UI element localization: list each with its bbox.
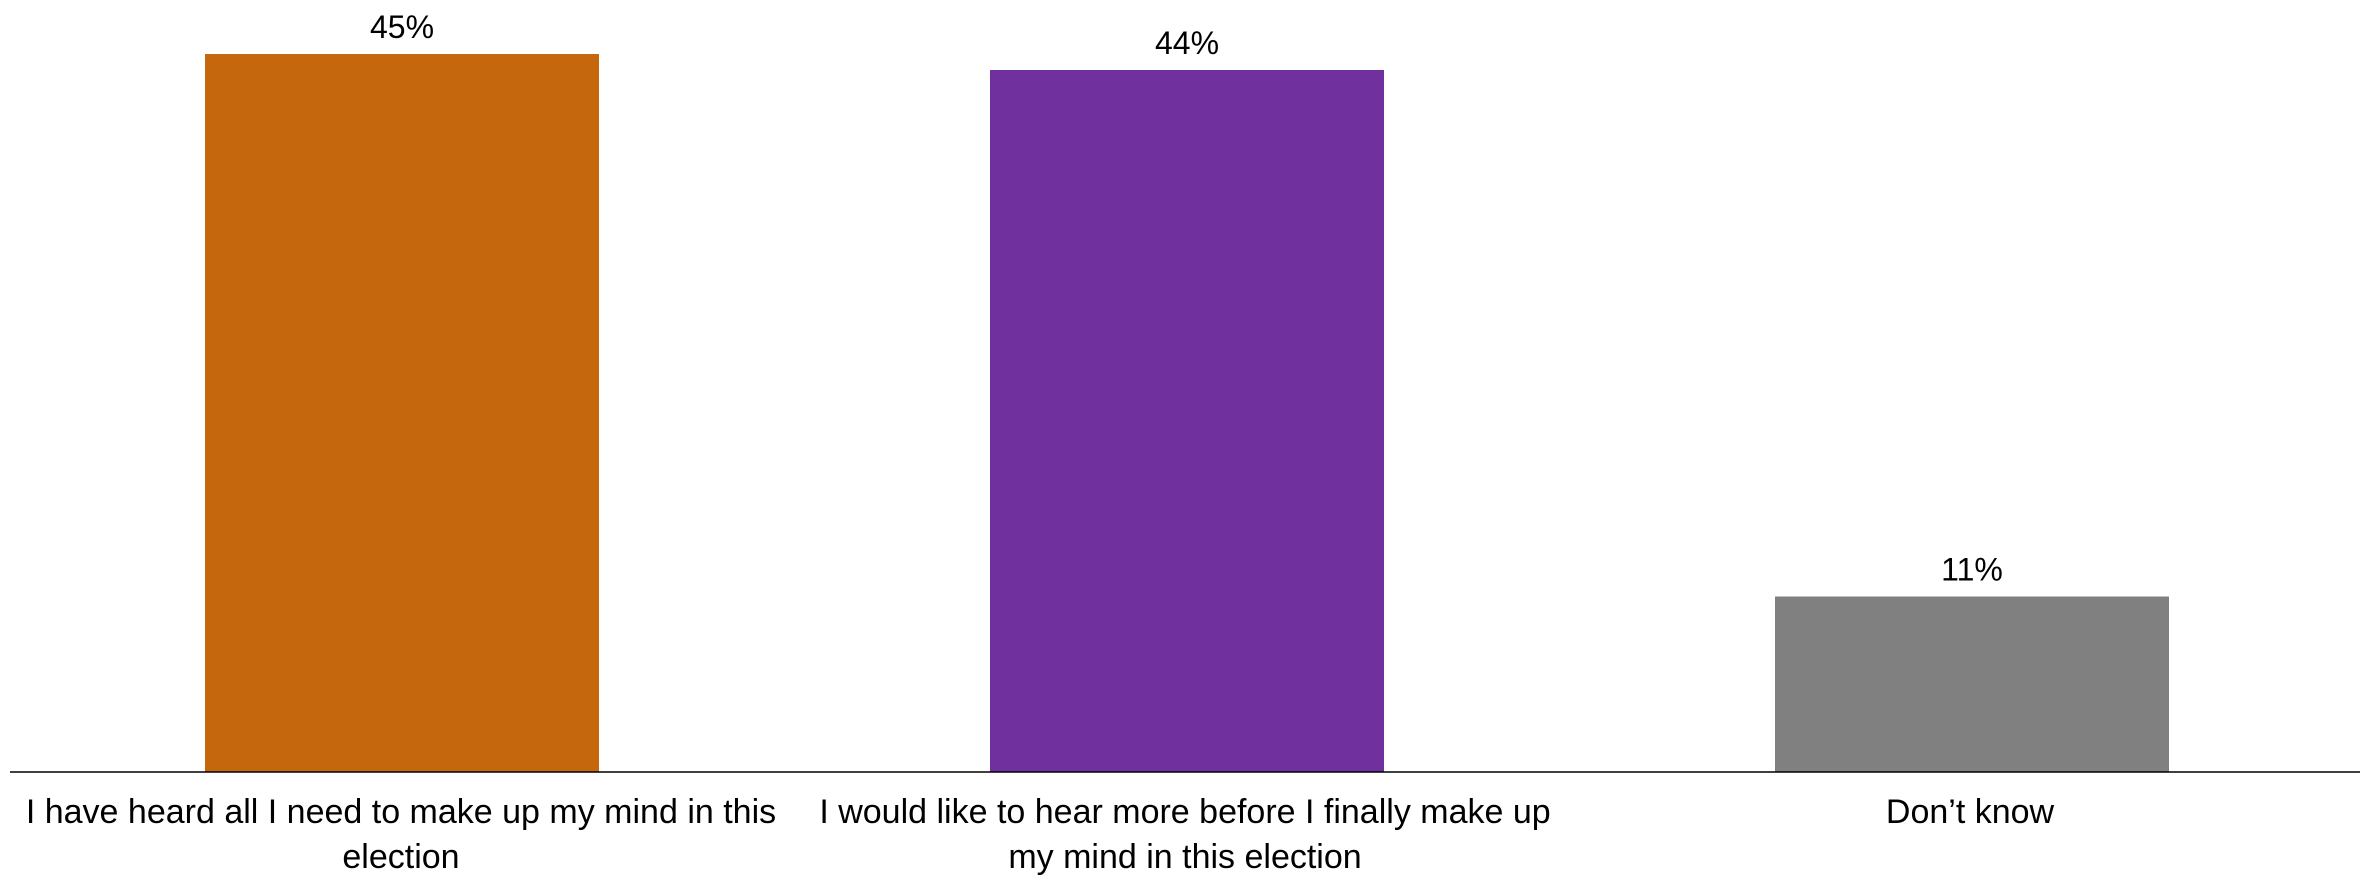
data-label-hear-more: 44%: [1155, 25, 1219, 61]
data-label-heard-all: 45%: [370, 9, 434, 45]
bar-hear-more: [990, 70, 1384, 772]
category-label-hear-more: I would like to hear more before I final…: [819, 793, 1551, 876]
bar-heard-all: [205, 54, 599, 772]
bar-dont-know: [1775, 596, 2169, 772]
category-label-dont-know: Don’t know: [1885, 793, 2055, 831]
bars: [205, 54, 2169, 772]
category-label-heard-all: I have heard all I need to make up my mi…: [25, 793, 777, 876]
data-labels: 45% 44% 11%: [370, 9, 2003, 588]
data-label-dont-know: 11%: [1941, 552, 2003, 588]
